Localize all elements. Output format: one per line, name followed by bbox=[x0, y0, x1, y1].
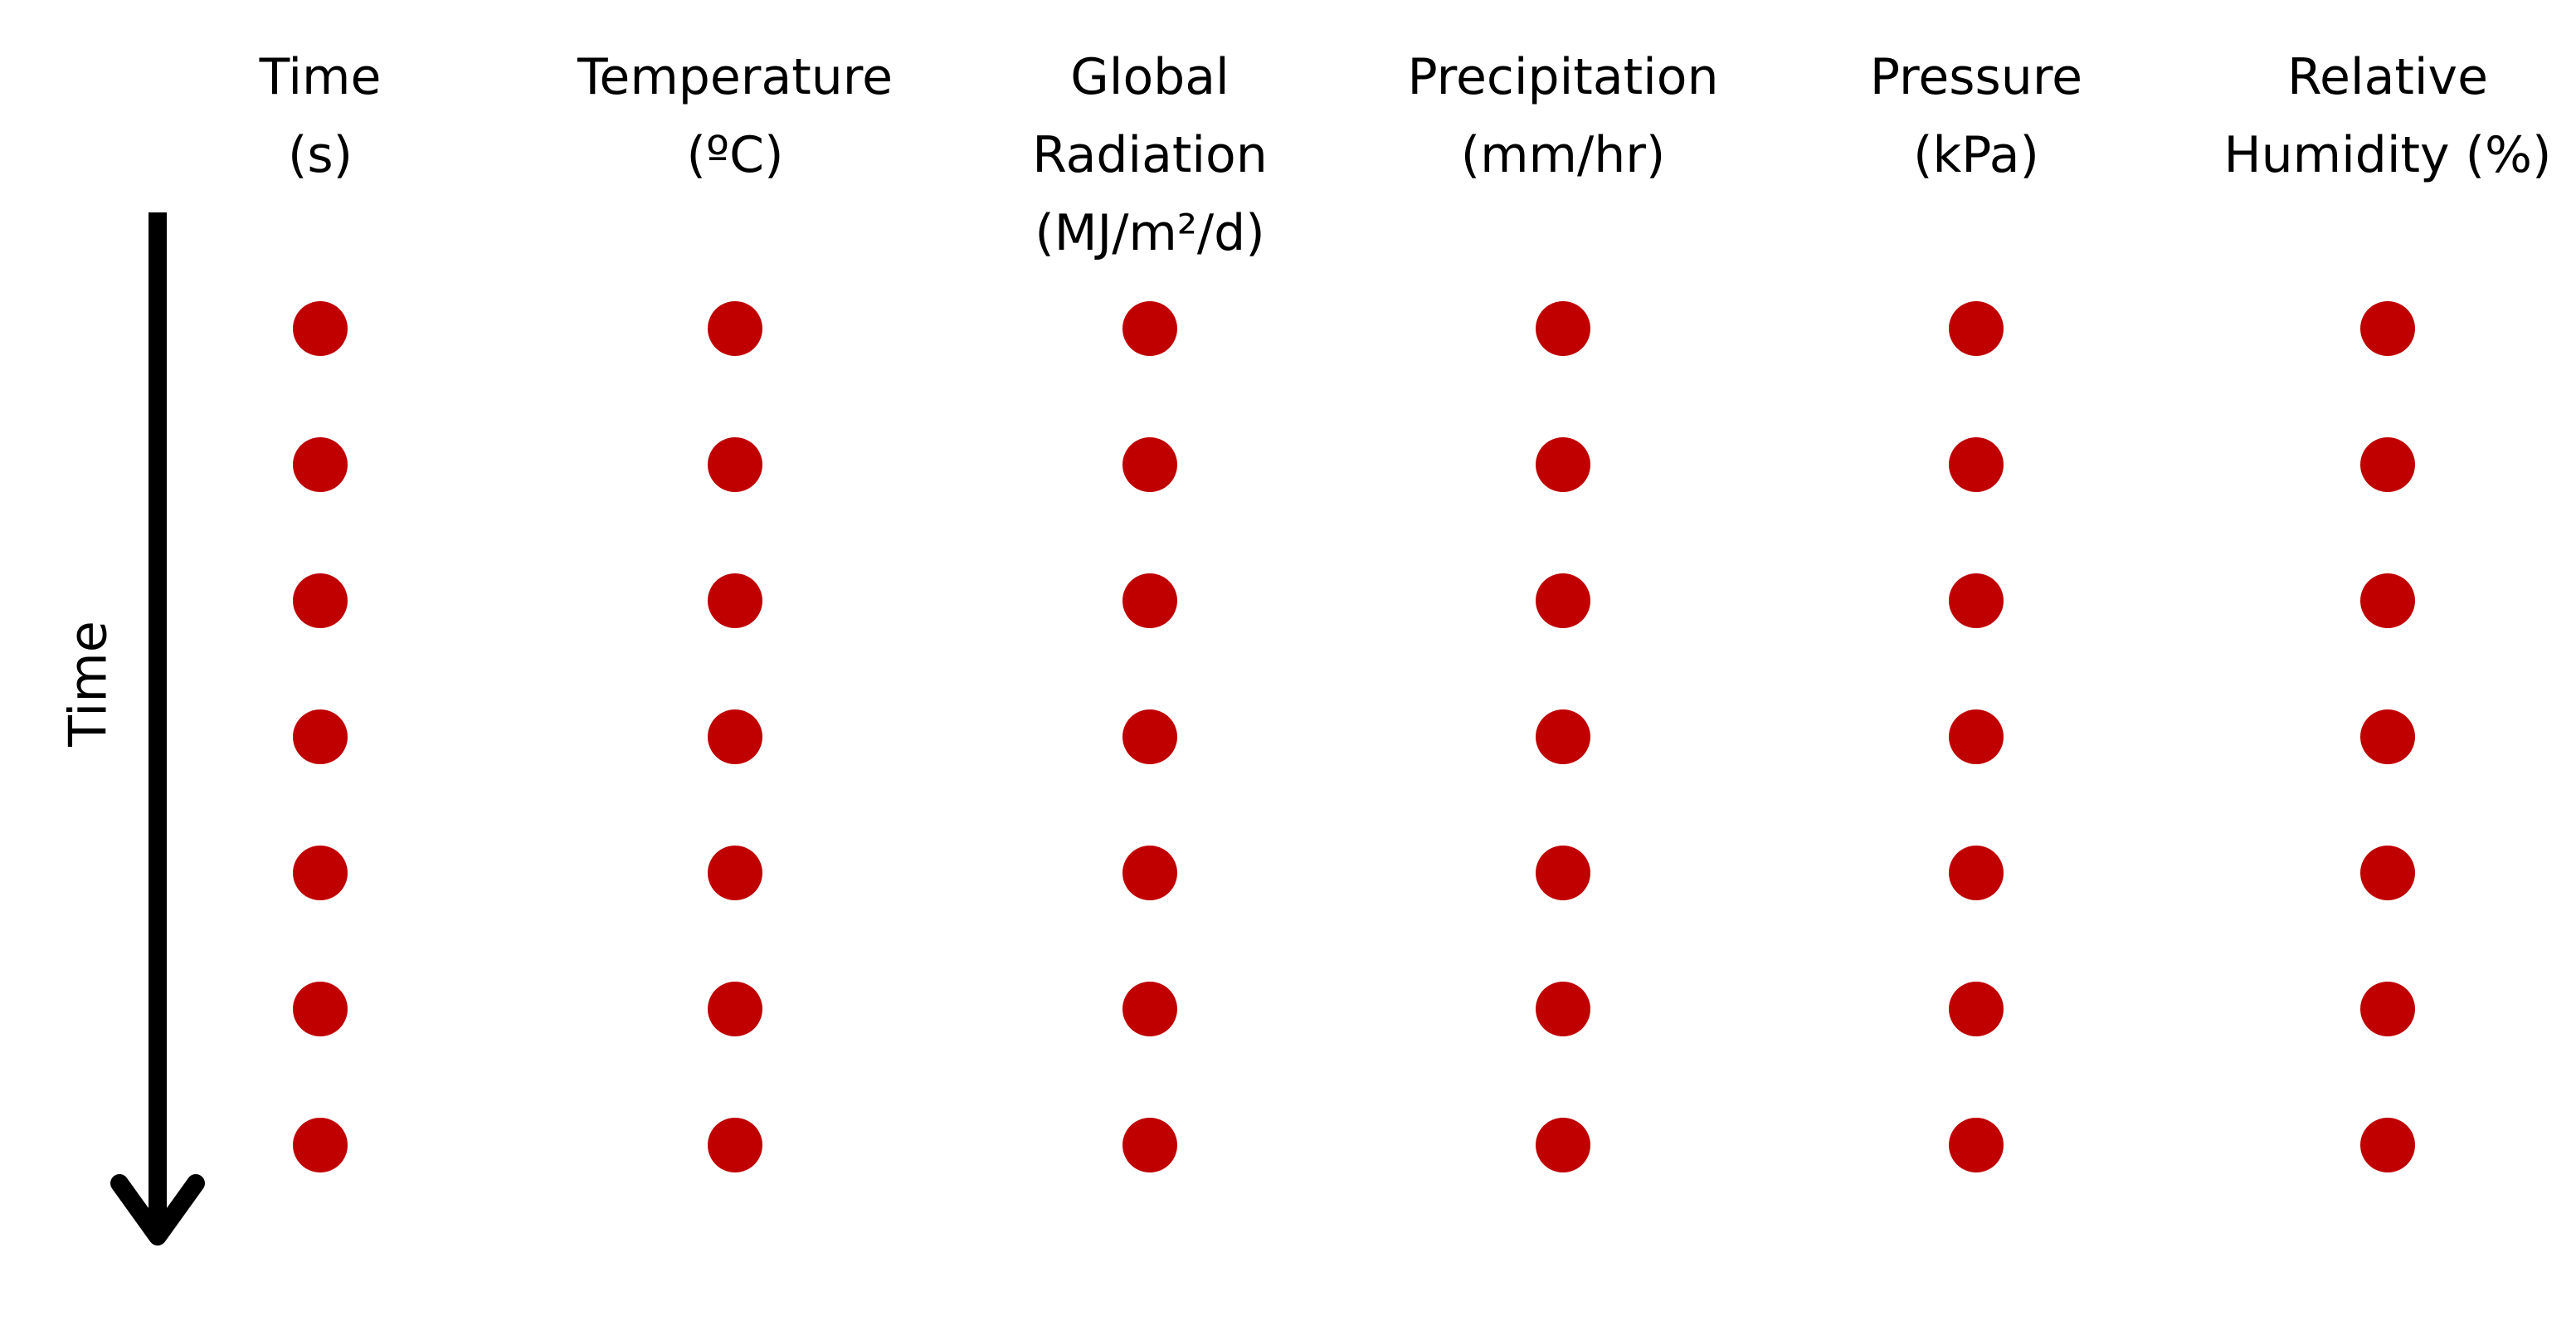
data-point-dot bbox=[1122, 846, 1177, 900]
data-point-dot bbox=[1536, 437, 1590, 492]
data-point-dot bbox=[2360, 846, 2415, 900]
data-point-dot bbox=[708, 846, 762, 900]
column-header-line: Time bbox=[259, 48, 382, 106]
data-point-dot bbox=[293, 437, 348, 492]
data-point-dot bbox=[1949, 982, 2004, 1036]
data-point-dot bbox=[1122, 982, 1177, 1036]
data-point-dot bbox=[2360, 1118, 2415, 1172]
data-point-dot bbox=[2360, 437, 2415, 492]
column-header-line: Global bbox=[1070, 48, 1230, 106]
column-header-5: Pressure (kPa) bbox=[1785, 38, 2167, 194]
data-point-dot bbox=[2360, 982, 2415, 1036]
data-point-dot bbox=[708, 1118, 762, 1172]
column-header-line: (mm/hr) bbox=[1460, 126, 1666, 184]
data-point-dot bbox=[1536, 982, 1590, 1036]
column-header-2: Temperature (ºC) bbox=[544, 38, 926, 194]
data-point-dot bbox=[1536, 709, 1590, 764]
column-header-line: (ºC) bbox=[686, 126, 784, 184]
column-header-line: Temperature bbox=[577, 48, 894, 106]
data-point-dot bbox=[2360, 709, 2415, 764]
column-header-line: Radiation bbox=[1032, 126, 1268, 184]
data-point-dot bbox=[293, 301, 348, 356]
data-point-dot bbox=[708, 437, 762, 492]
data-point-dot bbox=[1949, 437, 2004, 492]
column-header-line: (kPa) bbox=[1913, 126, 2039, 184]
data-point-dot bbox=[1536, 846, 1590, 900]
column-header-line: Humidity (%) bbox=[2223, 126, 2552, 184]
data-point-dot bbox=[708, 301, 762, 356]
data-point-dot bbox=[1949, 573, 2004, 628]
data-point-dot bbox=[1536, 301, 1590, 356]
data-point-dot bbox=[1949, 1118, 2004, 1172]
data-point-dot bbox=[1949, 846, 2004, 900]
column-header-line: Relative bbox=[2287, 48, 2488, 106]
column-header-1: Time (s) bbox=[129, 38, 511, 194]
time-arrow-head bbox=[110, 1174, 205, 1245]
data-point-dot bbox=[293, 1118, 348, 1172]
data-point-dot bbox=[1122, 301, 1177, 356]
column-header-line: Precipitation bbox=[1407, 48, 1719, 106]
data-point-dot bbox=[1536, 1118, 1590, 1172]
data-point-dot bbox=[1122, 573, 1177, 628]
time-axis-label: Time bbox=[57, 621, 119, 747]
column-header-6: Relative Humidity (%) bbox=[2197, 38, 2576, 194]
data-point-dot bbox=[293, 709, 348, 764]
column-header-line: Pressure bbox=[1869, 48, 2083, 106]
data-point-dot bbox=[708, 709, 762, 764]
data-point-dot bbox=[293, 982, 348, 1036]
data-point-dot bbox=[1122, 1118, 1177, 1172]
column-header-line: (s) bbox=[287, 126, 353, 184]
data-point-dot bbox=[1949, 301, 2004, 356]
data-point-dot bbox=[1122, 437, 1177, 492]
data-point-dot bbox=[2360, 301, 2415, 356]
data-point-dot bbox=[708, 573, 762, 628]
data-point-dot bbox=[293, 573, 348, 628]
data-point-dot bbox=[1536, 573, 1590, 628]
column-header-4: Precipitation (mm/hr) bbox=[1372, 38, 1754, 194]
data-point-dot bbox=[708, 982, 762, 1036]
column-header-line: (MJ/m²/d) bbox=[1035, 204, 1265, 262]
data-point-dot bbox=[1122, 709, 1177, 764]
data-point-dot bbox=[293, 846, 348, 900]
column-header-3: Global Radiation (MJ/m²/d) bbox=[959, 38, 1341, 272]
data-point-dot bbox=[1949, 709, 2004, 764]
data-point-dot bbox=[2360, 573, 2415, 628]
